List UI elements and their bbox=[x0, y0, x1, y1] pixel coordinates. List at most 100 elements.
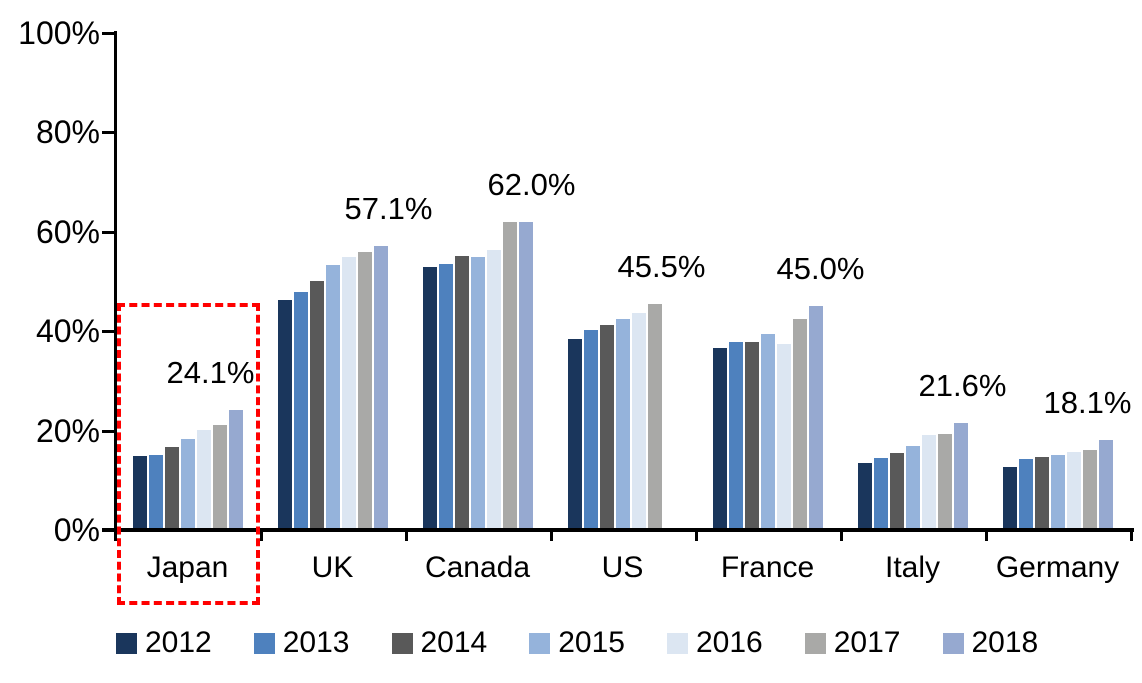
bar-slot bbox=[905, 445, 920, 530]
legend-label-2016: 2016 bbox=[696, 626, 763, 659]
bar-slot bbox=[728, 341, 743, 530]
bar-slot bbox=[792, 318, 807, 530]
bar-uk-2017 bbox=[357, 252, 372, 530]
bar-uk-2012 bbox=[277, 299, 292, 530]
bar-france-2015 bbox=[760, 333, 775, 530]
bar-italy-2013 bbox=[873, 458, 888, 530]
y-axis-tick-label: 40% bbox=[35, 313, 100, 350]
x-axis-label-italy: Italy bbox=[884, 551, 941, 584]
legend-swatch-2015 bbox=[529, 632, 551, 654]
legend-label-2013: 2013 bbox=[282, 626, 350, 659]
bar-italy-2018 bbox=[953, 422, 968, 530]
legend-swatch-2017 bbox=[804, 632, 826, 654]
data-label-germany: 18.1% bbox=[1043, 385, 1132, 421]
bar-italy-2012 bbox=[857, 463, 872, 530]
legend-label-2017: 2017 bbox=[833, 626, 901, 659]
bar-slot bbox=[470, 257, 485, 530]
x-axis-line bbox=[102, 528, 1134, 532]
bar-france-2017 bbox=[792, 318, 807, 530]
bar-group-italy bbox=[840, 33, 985, 530]
y-axis-tick bbox=[102, 131, 115, 135]
legend-swatch-2013 bbox=[253, 632, 275, 654]
data-label-canada: 62.0% bbox=[487, 166, 576, 202]
bar-slot bbox=[647, 303, 662, 530]
data-label-france: 45.0% bbox=[776, 251, 865, 287]
bar-slot bbox=[148, 454, 163, 530]
bar-us-2014 bbox=[599, 324, 614, 530]
legend-swatch-2014 bbox=[391, 632, 413, 654]
bar-slot bbox=[486, 249, 501, 530]
bar-france-2016 bbox=[776, 344, 791, 530]
bar-us-2017 bbox=[647, 303, 662, 530]
bar-japan-2012 bbox=[132, 455, 147, 530]
bar-germany-2012 bbox=[1002, 466, 1017, 530]
bar-canada-2018 bbox=[518, 221, 533, 530]
bar-groups bbox=[115, 33, 1130, 530]
bar-slot bbox=[873, 458, 888, 530]
bar-slot bbox=[518, 221, 533, 530]
legend-item-2017: 2017 bbox=[804, 626, 901, 660]
bar-slot bbox=[454, 256, 469, 530]
x-axis-tick bbox=[405, 530, 408, 541]
x-axis-tick bbox=[985, 530, 988, 541]
bar-us-2012 bbox=[567, 339, 582, 530]
bar-slot bbox=[341, 257, 356, 530]
legend-item-2018: 2018 bbox=[942, 626, 1038, 660]
bar-slot bbox=[615, 319, 630, 530]
bar-slot bbox=[373, 246, 388, 530]
bar-slot bbox=[567, 339, 582, 530]
legend-item-2014: 2014 bbox=[391, 626, 488, 660]
x-axis-tick bbox=[1130, 530, 1133, 541]
bar-japan-2014 bbox=[164, 446, 179, 530]
data-label-italy: 21.6% bbox=[918, 367, 1007, 403]
bar-slot bbox=[1082, 449, 1097, 530]
bar-slot bbox=[889, 452, 904, 530]
bar-us-2015 bbox=[615, 319, 630, 530]
bar-group-canada bbox=[405, 33, 550, 530]
bar-uk-2013 bbox=[293, 291, 308, 530]
bar-group-japan bbox=[115, 33, 260, 530]
legend-swatch-2016 bbox=[667, 632, 688, 654]
bar-slot bbox=[164, 446, 179, 530]
legend-item-2013: 2013 bbox=[253, 626, 350, 660]
legend-label-2014: 2014 bbox=[420, 626, 488, 659]
bar-slot bbox=[422, 266, 437, 530]
bar-germany-2013 bbox=[1018, 459, 1033, 530]
bar-france-2013 bbox=[728, 341, 743, 530]
y-axis-tick-label: 60% bbox=[35, 213, 100, 250]
bar-uk-2016 bbox=[341, 257, 356, 530]
bar-canada-2016 bbox=[486, 249, 501, 530]
bar-japan-2015 bbox=[180, 439, 195, 530]
bar-germany-2014 bbox=[1034, 457, 1049, 530]
bar-slot bbox=[325, 264, 340, 530]
bar-slot bbox=[712, 347, 727, 530]
bar-italy-2017 bbox=[937, 433, 952, 530]
y-axis-tick bbox=[102, 429, 115, 433]
bar-slot bbox=[583, 330, 598, 530]
bar-slot bbox=[357, 252, 372, 530]
legend-item-2016: 2016 bbox=[667, 626, 763, 660]
bar-slot bbox=[1018, 459, 1033, 530]
bar-japan-2017 bbox=[212, 424, 227, 530]
y-axis-tick-label: 20% bbox=[35, 412, 100, 449]
y-axis-tick bbox=[102, 330, 115, 334]
bar-slot bbox=[196, 430, 211, 530]
bar-us-2016 bbox=[631, 312, 646, 530]
x-axis-tick bbox=[114, 530, 117, 541]
bar-slot bbox=[438, 263, 453, 530]
x-axis-label-japan: Japan bbox=[146, 551, 229, 584]
bar-slot bbox=[180, 439, 195, 530]
bar-france-2012 bbox=[712, 347, 727, 530]
legend-label-2015: 2015 bbox=[558, 626, 625, 659]
bar-slot bbox=[228, 410, 243, 530]
bar-germany-2018 bbox=[1098, 440, 1113, 530]
bar-group-uk bbox=[260, 33, 405, 530]
bar-slot bbox=[760, 333, 775, 530]
y-axis-tick-label: 80% bbox=[35, 114, 100, 151]
bar-germany-2016 bbox=[1066, 451, 1081, 530]
bar-slot bbox=[631, 312, 646, 530]
bar-japan-2013 bbox=[148, 454, 163, 530]
bar-slot bbox=[953, 422, 968, 530]
bar-slot bbox=[277, 299, 292, 530]
